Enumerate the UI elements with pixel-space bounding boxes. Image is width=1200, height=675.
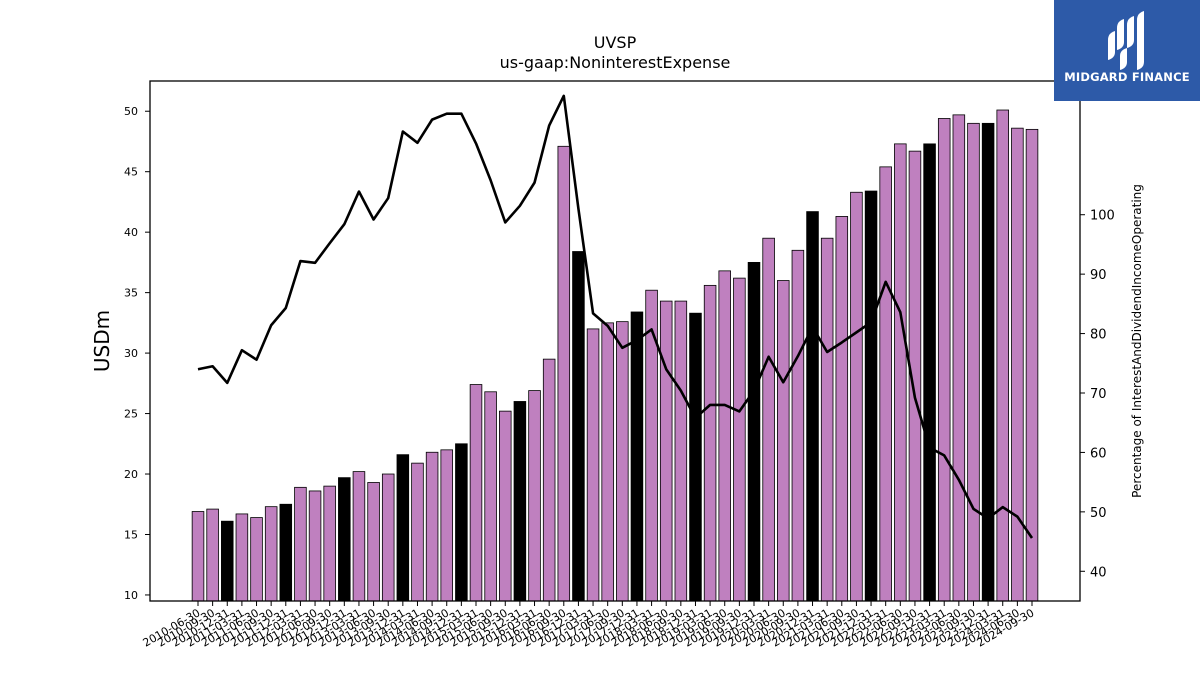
bar-2021-06-30: [835, 216, 849, 602]
logo-text: MIDGARD FINANCE: [1064, 70, 1190, 84]
bar-2010-12-31: [221, 520, 234, 602]
bar-2020-03-31: [762, 237, 775, 602]
bar-2016-06-30: [542, 358, 556, 602]
bar-2022-03-31: [879, 166, 892, 602]
bar-2015-06-30: [484, 391, 497, 602]
bar-2013-03-31: [352, 471, 366, 602]
bar-2023-12-31: [981, 122, 995, 602]
right-tick-label: 70: [1090, 387, 1107, 402]
right-tick-label: 80: [1090, 328, 1107, 343]
bar-2010-09-30: [206, 508, 219, 602]
bar-2019-09-30: [733, 277, 746, 602]
left-tick-label: 15: [124, 528, 138, 541]
chart-subtitle: us-gaap:NoninterestExpense: [500, 53, 731, 72]
bar-2011-06-30: [250, 517, 263, 602]
bar-2017-06-30: [601, 322, 614, 602]
left-tick-label: 35: [124, 287, 138, 300]
left-tick-label: 30: [124, 347, 138, 360]
bar-2014-03-31: [411, 462, 424, 602]
bar-2013-06-30: [367, 482, 380, 602]
right-tick-label: 90: [1090, 268, 1107, 283]
right-tick-label: 50: [1090, 506, 1107, 521]
y2-axis-label: Percentage of InterestAndDividendIncomeO…: [1130, 184, 1144, 498]
bar-2011-12-31: [279, 503, 293, 602]
bar-2012-03-31: [294, 486, 307, 602]
bar-2023-09-30: [967, 122, 980, 602]
bar-2015-03-31: [469, 384, 483, 602]
bar-2021-12-31: [864, 190, 878, 602]
bar-2012-06-30: [308, 490, 322, 602]
bar-2019-03-31: [703, 284, 717, 602]
bar-2014-09-30: [440, 449, 453, 602]
bar-2011-03-31: [235, 513, 249, 602]
bar-2013-09-30: [381, 473, 395, 602]
bar-2019-06-30: [718, 270, 731, 602]
bar-2016-12-31: [572, 251, 585, 602]
right-tick-label: 60: [1090, 446, 1107, 461]
right-tick-label: 40: [1090, 565, 1107, 580]
bar-2010-06-30: [191, 511, 205, 602]
bar-2022-06-30: [894, 143, 907, 602]
left-tick-label: 20: [124, 468, 138, 481]
plot-frame: [149, 80, 1081, 602]
bar-2012-12-31: [338, 477, 351, 602]
bar-2015-09-30: [499, 410, 512, 602]
line-series: [197, 94, 1034, 539]
bar-2021-03-31: [820, 237, 834, 602]
left-axis: 10 15 20 25 30 35 40 45 50: [124, 105, 150, 602]
bar-2023-06-30: [952, 114, 966, 602]
bar-2020-09-30: [791, 249, 805, 602]
bar-2021-09-30: [850, 191, 863, 602]
y-axis-label: USDm: [90, 310, 114, 372]
bar-2022-12-31: [923, 143, 936, 602]
bar-2016-09-30: [557, 145, 571, 602]
right-tick-label: 100: [1090, 209, 1115, 224]
logo-mark-icon: [1108, 11, 1144, 70]
bar-2017-03-31: [586, 328, 600, 602]
bar-2013-12-31: [396, 454, 410, 602]
bar-2020-12-31: [806, 211, 819, 602]
left-tick-label: 25: [124, 408, 138, 421]
bar-2017-09-30: [616, 321, 629, 602]
bar-2018-06-30: [659, 300, 673, 602]
bar-2018-09-30: [674, 300, 688, 602]
bar-2024-06-30: [1011, 127, 1024, 602]
bar-series: [191, 109, 1039, 602]
ratio-line: [197, 94, 1034, 539]
bar-2011-09-30: [264, 506, 278, 602]
bar-2012-09-30: [323, 485, 336, 602]
bar-2014-06-30: [425, 451, 439, 602]
bar-2017-12-31: [630, 311, 644, 602]
bar-2018-12-31: [689, 312, 702, 602]
left-tick-label: 45: [124, 166, 138, 179]
right-axis: 40 50 60 70 80 90 100: [1080, 209, 1115, 580]
chart-title: UVSP: [594, 33, 637, 52]
left-tick-label: 50: [124, 105, 138, 118]
bar-2019-12-31: [747, 261, 761, 602]
bar-2015-12-31: [513, 401, 527, 602]
bar-2024-03-31: [996, 109, 1009, 602]
midgard-finance-logo: MIDGARD FINANCE: [1054, 0, 1200, 101]
left-tick-label: 40: [124, 226, 138, 239]
x-axis: 2010-06-302010-09-302010-12-312011-03-31…: [141, 601, 1037, 650]
bar-2014-12-31: [455, 443, 468, 602]
bar-2023-03-31: [937, 118, 951, 602]
bar-2020-06-30: [777, 280, 790, 602]
left-tick-label: 10: [124, 589, 138, 602]
bar-2016-03-31: [528, 390, 541, 602]
